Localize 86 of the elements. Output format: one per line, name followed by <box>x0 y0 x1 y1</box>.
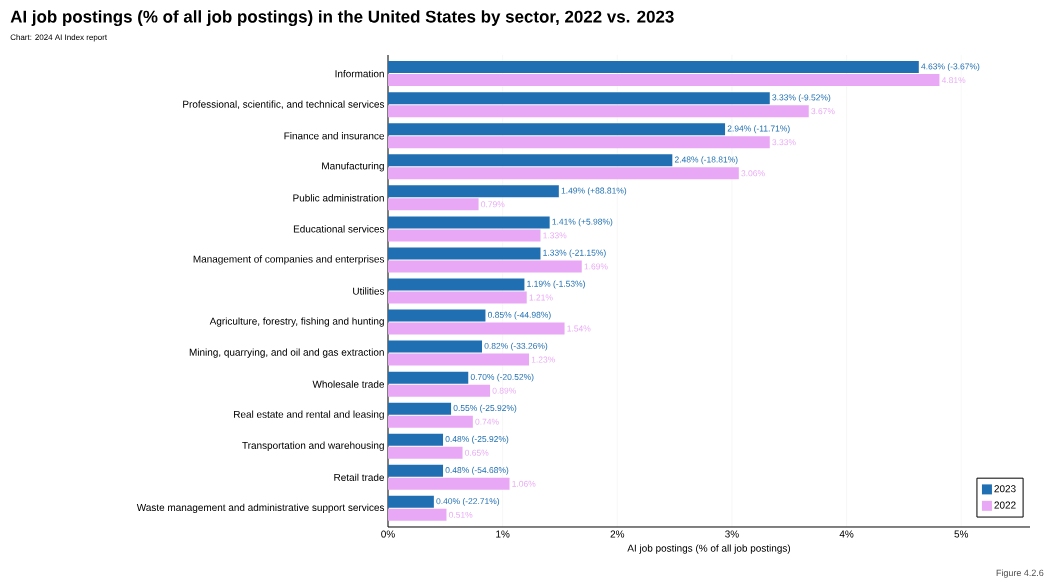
data-label: 0.48% (-54.68%) <box>445 466 509 475</box>
bar <box>388 123 726 136</box>
y-tick-label: Waste management and administrative support services <box>136 503 385 513</box>
y-tick-label: Educational services <box>293 225 385 233</box>
bar <box>388 291 527 304</box>
bar <box>388 61 919 74</box>
data-label: 1.41% (+5.98%) <box>552 218 613 227</box>
bar <box>388 136 770 149</box>
bar <box>388 309 486 322</box>
bar <box>388 229 541 242</box>
bar <box>388 278 525 291</box>
data-label: 4.81% <box>941 77 966 84</box>
data-label: 0.70% (-20.52%) <box>470 373 534 382</box>
data-label: 2.48% (-18.81%) <box>674 156 738 165</box>
data-label: 0.74% <box>475 418 499 425</box>
data-label: 0.85% (-44.98%) <box>487 311 551 320</box>
bar <box>388 322 565 335</box>
y-tick-label: Professional, scientific, and technical services <box>183 100 385 109</box>
bar <box>388 402 452 415</box>
bar <box>388 353 530 366</box>
data-label: 1.54% <box>567 325 591 332</box>
bar <box>388 340 483 353</box>
data-label: 3.67% <box>811 108 835 115</box>
data-label: 1.21% <box>529 294 553 301</box>
data-label: 4.63% (-3.67%) <box>921 63 980 72</box>
bar <box>388 154 673 167</box>
bar <box>388 384 491 397</box>
bar <box>388 216 550 229</box>
data-label: 0.89% <box>492 387 516 394</box>
caption: Figure 4.2.6 <box>996 569 1044 578</box>
bar <box>388 74 940 87</box>
y-tick-label: Real estate and rental and leasing <box>234 410 384 420</box>
bar <box>388 446 463 459</box>
bar <box>388 167 739 180</box>
y-tick-label: Finance and insurance <box>284 132 385 140</box>
data-label: 0.40% (-22.71%) <box>436 497 500 506</box>
data-label: 0.51% <box>448 511 473 518</box>
x-tick-label: 3% <box>725 530 739 538</box>
bar <box>388 477 510 490</box>
bar <box>388 433 444 446</box>
bar <box>388 415 473 428</box>
x-axis-title: AI job postings (% of all job postings) <box>627 544 791 554</box>
data-label: 1.33% <box>543 232 567 239</box>
y-tick-label: Mining, quarrying, and oil and gas extraction <box>189 348 384 358</box>
data-label: 1.33% (-21.15%) <box>543 249 606 258</box>
data-label: 0.65% <box>465 449 489 456</box>
y-tick-label: Wholesale trade <box>312 380 385 388</box>
x-tick-label: 0% <box>381 530 395 538</box>
x-tick-label: 4% <box>839 530 854 538</box>
data-label: 3.06% <box>741 170 765 177</box>
data-label: 1.06% <box>512 480 536 487</box>
bar <box>388 92 770 105</box>
x-tick-label: 1% <box>496 530 510 538</box>
y-tick-label: Retail trade <box>334 473 385 481</box>
bar <box>388 464 444 477</box>
legend-label: 2022 <box>994 501 1016 509</box>
bar <box>388 508 447 521</box>
data-label: 0.55% (-25.92%) <box>453 404 517 413</box>
y-tick-label: Public administration <box>293 194 384 202</box>
y-tick-label: Manufacturing <box>322 162 384 172</box>
data-label: 1.69% <box>584 263 608 270</box>
bar <box>388 371 469 384</box>
bar <box>388 247 541 260</box>
chart-title: AI job postings (% of all job postings) in the United States by sector, 2022 vs. 2023 <box>10 10 674 27</box>
x-tick-label: 5% <box>954 530 969 538</box>
bar <box>388 198 479 211</box>
bar <box>388 185 559 198</box>
data-label: 1.19% (-1.53%) <box>527 280 585 289</box>
data-label: 2.94% (-11.71%) <box>727 125 790 134</box>
bar <box>388 105 809 118</box>
data-label: 1.49% (+88.81%) <box>561 187 627 196</box>
x-tick-label: 2% <box>610 530 625 538</box>
y-tick-label: Management of companies and enterprises <box>193 255 385 265</box>
data-label: 0.79% <box>481 201 505 208</box>
bar <box>388 495 434 508</box>
data-label: 0.82% (-33.26%) <box>484 342 548 351</box>
data-label: 3.33% (-9.52%) <box>772 94 831 103</box>
y-tick-label: Utilities <box>353 287 385 295</box>
y-tick-label: Information <box>335 69 384 78</box>
legend-label: 2023 <box>994 485 1016 493</box>
y-tick-label: Agriculture, forestry, fishing and hunting <box>209 317 384 327</box>
data-label: 1.23% <box>531 356 555 363</box>
data-label: 0.48% (-25.92%) <box>445 435 509 444</box>
bar <box>388 260 582 273</box>
y-tick-label: Transportation and warehousing <box>242 441 384 451</box>
data-label: 3.33% <box>772 139 796 146</box>
